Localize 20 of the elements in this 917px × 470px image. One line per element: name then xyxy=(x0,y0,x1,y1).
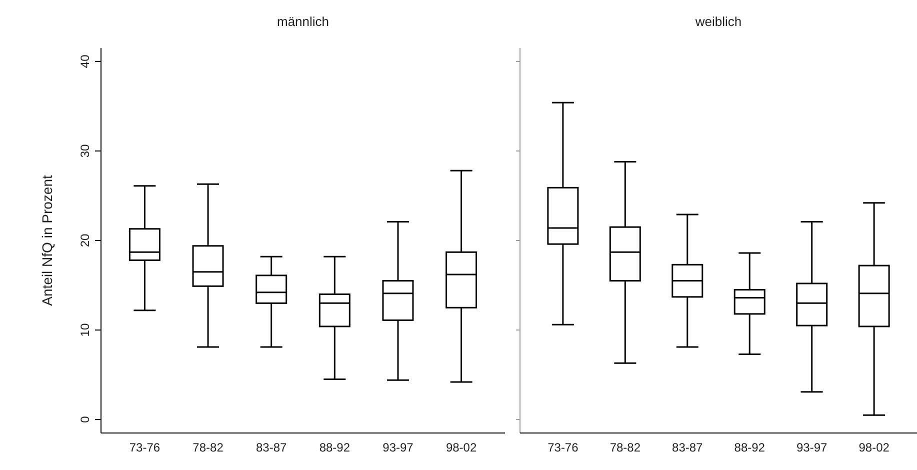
x-tick-label: 78-82 xyxy=(610,440,641,455)
x-tick-label: 73-76 xyxy=(129,440,160,455)
chart-title: männlich xyxy=(276,14,330,29)
y-tick-label: 30 xyxy=(78,144,92,158)
chart-title: weiblich xyxy=(694,14,742,29)
x-tick-label: 93-97 xyxy=(382,440,414,455)
y-axis-title: Anteil NfQ in Prozent xyxy=(39,175,55,306)
x-tick-label: 88-92 xyxy=(319,440,350,455)
x-tick-label: 73-76 xyxy=(548,440,579,455)
x-tick-label: 88-92 xyxy=(734,440,766,455)
y-tick-label: 40 xyxy=(78,54,92,68)
x-tick-label: 98-02 xyxy=(858,440,890,455)
x-tick-label: 98-02 xyxy=(446,440,477,455)
y-tick-label: 20 xyxy=(78,234,92,248)
y-tick-label: 10 xyxy=(78,323,92,337)
y-tick-label: 0 xyxy=(78,416,92,423)
x-tick-label: 83-87 xyxy=(256,440,288,455)
x-tick-label: 83-87 xyxy=(672,440,704,455)
x-tick-label: 78-82 xyxy=(192,440,224,455)
x-tick-label: 93-97 xyxy=(796,440,828,455)
